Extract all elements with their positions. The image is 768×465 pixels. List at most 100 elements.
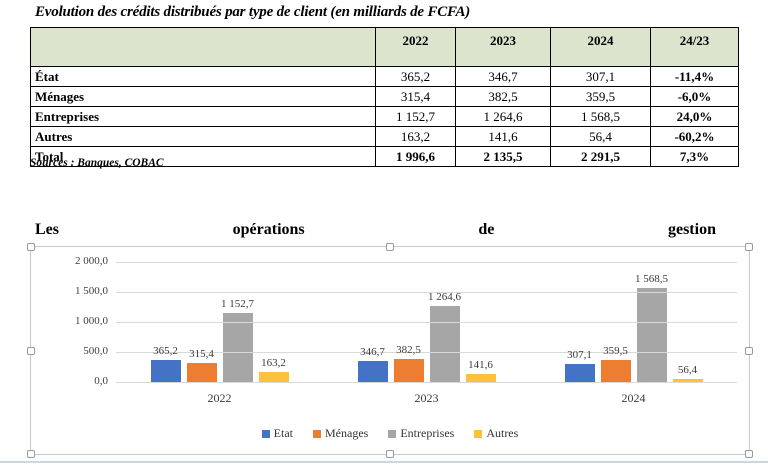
bar-wrap: 1 152,7 xyxy=(221,298,254,382)
resize-handle-e[interactable] xyxy=(745,346,753,355)
resize-handle-nw[interactable] xyxy=(27,243,35,251)
gridline-500 xyxy=(116,352,737,353)
cell-value: 2 291,5 xyxy=(550,146,651,167)
resize-handle-n[interactable] xyxy=(386,243,394,251)
source-note: Sources : Banques, COBAC xyxy=(30,157,164,169)
bar-value-label: 141,6 xyxy=(468,359,493,371)
cell-change: -60,2% xyxy=(650,126,739,147)
document-title: Evolution des crédits distribués par typ… xyxy=(35,4,471,20)
x-axis-label-2023: 2023 xyxy=(414,391,439,405)
cell-value: 315,4 xyxy=(375,86,456,107)
cell-value: 56,4 xyxy=(550,126,651,147)
row-label: Total xyxy=(30,146,376,167)
chart-heading-word: opérations xyxy=(232,221,305,238)
chart-heading-word: de xyxy=(478,221,495,238)
bar-wrap: 307,1 xyxy=(564,349,595,382)
bar-Autres-2024 xyxy=(672,379,703,382)
resize-handle-sw[interactable] xyxy=(27,450,35,458)
legend-swatch-entreprises-icon xyxy=(388,429,397,438)
bar-wrap: 163,2 xyxy=(258,357,289,382)
legend-label: Ménages xyxy=(325,426,369,440)
gridline-1000 xyxy=(116,322,737,323)
bar-wrap: 346,7 xyxy=(357,346,388,382)
gridline-0 xyxy=(116,382,737,383)
legend-item-menages: Ménages xyxy=(313,426,368,441)
table-row-menages: Ménages 315,4 382,5 359,5 -6,0% xyxy=(30,86,739,107)
cell-value: 141,6 xyxy=(455,126,551,147)
legend-label: Entreprises xyxy=(400,426,455,440)
y-tick-label: 1 000,0 xyxy=(75,315,108,327)
y-tick-label: 1 500,0 xyxy=(75,285,108,297)
header-empty-cell xyxy=(30,27,376,67)
y-tick-label: 0,0 xyxy=(94,375,108,387)
bar-Entreprises-2024 xyxy=(636,288,667,382)
table-header-row: 2022 2023 2024 24/23 xyxy=(30,27,739,67)
bar-wrap: 365,2 xyxy=(150,345,181,382)
legend-label: Etat xyxy=(273,426,293,440)
credit-table: 2022 2023 2024 24/23 État 365,2 346,7 30… xyxy=(30,27,739,167)
bar-group-2024: 307,1 359,5 1 568,5 56,4 2024 xyxy=(564,273,703,405)
cell-value: 1 264,6 xyxy=(455,106,551,127)
cell-value: 307,1 xyxy=(550,66,651,87)
bar-value-label: 359,5 xyxy=(603,345,628,357)
cell-change: 24,0% xyxy=(650,106,739,127)
header-2022: 2022 xyxy=(375,27,456,67)
bar-Entreprises-2022 xyxy=(222,313,253,382)
bar-wrap: 1 568,5 xyxy=(635,273,668,382)
gridline-1500 xyxy=(116,292,737,293)
resize-handle-ne[interactable] xyxy=(745,243,753,251)
bar-group-2023: 346,7 382,5 1 264,6 141,6 2023 xyxy=(357,291,496,405)
cell-value: 346,7 xyxy=(455,66,551,87)
resize-handle-s[interactable] xyxy=(386,450,394,458)
bar-Ménages-2022 xyxy=(186,363,217,382)
bar-wrap: 141,6 xyxy=(465,359,496,382)
x-axis-label-2022: 2022 xyxy=(207,391,232,405)
bar-groups: 365,2 315,4 1 152,7 163,2 2022 346,7 382,5 1 26… xyxy=(116,262,737,405)
cell-change: -11,4% xyxy=(650,66,739,87)
x-axis-label-2024: 2024 xyxy=(621,391,646,405)
cell-change: -6,0% xyxy=(650,86,739,107)
header-2023: 2023 xyxy=(455,27,551,67)
legend-swatch-etat-icon xyxy=(261,429,270,438)
cell-value: 359,5 xyxy=(550,86,651,107)
table-row-autres: Autres 163,2 141,6 56,4 -60,2% xyxy=(30,126,739,147)
resize-handle-w[interactable] xyxy=(27,346,35,355)
chart-heading-word: Les xyxy=(35,221,59,238)
legend-swatch-menages-icon xyxy=(313,429,321,438)
resize-handle-se[interactable] xyxy=(745,450,753,458)
legend-item-autres: Autres xyxy=(474,426,518,441)
y-tick-label: 500,0 xyxy=(83,345,108,357)
row-label: État xyxy=(30,66,376,87)
page-bottom-divider xyxy=(0,461,768,463)
bar-value-label: 315,4 xyxy=(189,348,214,360)
table-row-total: Total 1 996,6 2 135,5 2 291,5 7,3% xyxy=(30,146,739,167)
table-row-etat: État 365,2 346,7 307,1 -11,4% xyxy=(30,66,739,87)
gridline-2000 xyxy=(116,262,737,263)
y-tick-label: 2 000,0 xyxy=(75,255,108,267)
cell-value: 163,2 xyxy=(375,126,456,147)
bar-value-label: 365,2 xyxy=(153,345,178,357)
cell-value: 365,2 xyxy=(375,66,456,87)
plot-area: 365,2 315,4 1 152,7 163,2 2022 346,7 382,5 1 26… xyxy=(75,255,737,405)
bar-chart-object[interactable]: 365,2 315,4 1 152,7 163,2 2022 346,7 382,5 1 26… xyxy=(27,243,753,458)
cell-value: 2 135,5 xyxy=(455,146,551,167)
row-label: Autres xyxy=(30,126,376,147)
chart-heading: Les opérations de gestion xyxy=(35,221,716,239)
bar-value-label: 163,2 xyxy=(261,357,286,369)
legend-item-etat: Etat xyxy=(261,426,293,441)
bar-wrap: 56,4 xyxy=(672,364,703,382)
bar-value-label: 56,4 xyxy=(677,364,698,376)
bar-value-label: 1 264,6 xyxy=(428,291,461,303)
legend-item-entreprises: Entreprises xyxy=(388,426,454,441)
bar-Entreprises-2023 xyxy=(429,306,460,382)
row-label: Ménages xyxy=(30,86,376,107)
legend-swatch-autres-icon xyxy=(474,429,483,438)
bar-Autres-2022 xyxy=(258,372,289,382)
bar-wrap: 315,4 xyxy=(186,348,217,382)
bar-value-label: 307,1 xyxy=(567,349,592,361)
row-label: Entreprises xyxy=(30,106,376,127)
cell-value: 382,5 xyxy=(455,86,551,107)
bar-value-label: 1 152,7 xyxy=(221,298,254,310)
bar-Etat-2024 xyxy=(564,364,595,382)
cell-value: 1 152,7 xyxy=(375,106,456,127)
